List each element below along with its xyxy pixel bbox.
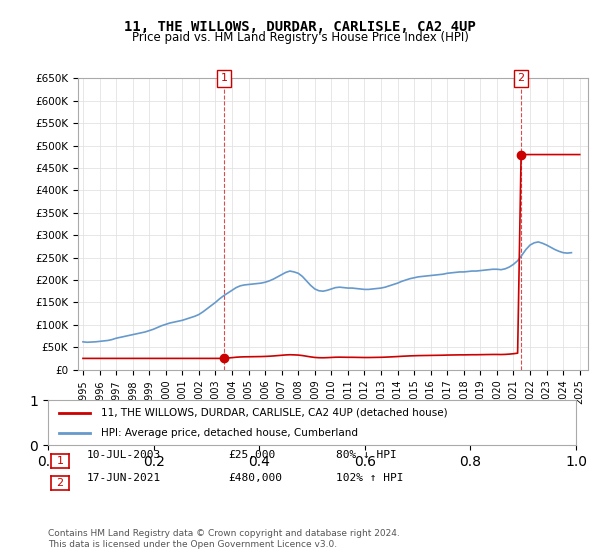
Text: 10-JUL-2003: 10-JUL-2003 bbox=[87, 450, 161, 460]
Text: 11, THE WILLOWS, DURDAR, CARLISLE, CA2 4UP: 11, THE WILLOWS, DURDAR, CARLISLE, CA2 4… bbox=[124, 20, 476, 34]
Text: 80% ↓ HPI: 80% ↓ HPI bbox=[336, 450, 397, 460]
Text: £480,000: £480,000 bbox=[228, 473, 282, 483]
Text: 2: 2 bbox=[518, 73, 524, 83]
Text: HPI: Average price, detached house, Cumberland: HPI: Average price, detached house, Cumb… bbox=[101, 428, 358, 438]
Text: 2: 2 bbox=[56, 478, 64, 488]
Text: 17-JUN-2021: 17-JUN-2021 bbox=[87, 473, 161, 483]
Text: 1: 1 bbox=[56, 456, 64, 465]
Text: 102% ↑ HPI: 102% ↑ HPI bbox=[336, 473, 404, 483]
Text: Contains HM Land Registry data © Crown copyright and database right 2024.: Contains HM Land Registry data © Crown c… bbox=[48, 529, 400, 538]
Text: £25,000: £25,000 bbox=[228, 450, 275, 460]
Text: This data is licensed under the Open Government Licence v3.0.: This data is licensed under the Open Gov… bbox=[48, 540, 337, 549]
Text: Price paid vs. HM Land Registry's House Price Index (HPI): Price paid vs. HM Land Registry's House … bbox=[131, 31, 469, 44]
Text: 1: 1 bbox=[221, 73, 228, 83]
Text: 11, THE WILLOWS, DURDAR, CARLISLE, CA2 4UP (detached house): 11, THE WILLOWS, DURDAR, CARLISLE, CA2 4… bbox=[101, 408, 448, 418]
